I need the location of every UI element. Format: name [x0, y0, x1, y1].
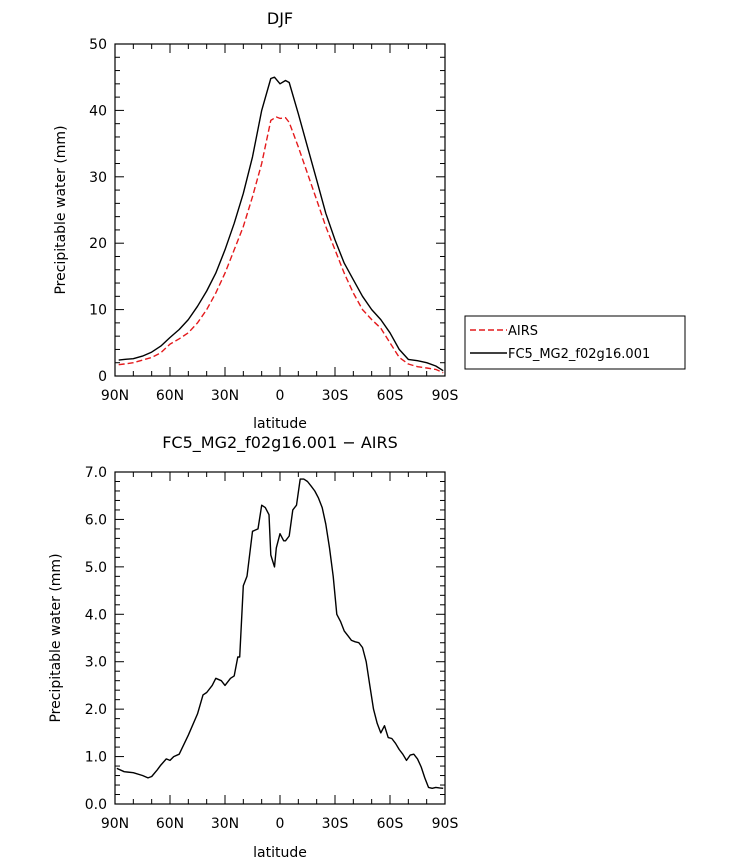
legend-box [464, 315, 686, 370]
bottom-y-tick-label: 4.0 [85, 607, 107, 623]
legend: AIRS FC5_MG2_f02g16.001 [464, 315, 686, 370]
top-y-axis-label: Precipitable water (mm) [53, 125, 69, 294]
bottom-panel: FC5_MG2_f02g16.001 − AIRS 90N 60N 30N 0 30S 6… [48, 433, 458, 861]
bottom-series-line [116, 478, 444, 789]
bottom-x-tick-label: 60N [156, 816, 184, 832]
bottom-y-tick-label: 1.0 [85, 750, 107, 766]
bottom-plot-frame [114, 471, 446, 805]
top-y-tick-label: 50 [89, 37, 107, 53]
bottom-chart-title: FC5_MG2_f02g16.001 − AIRS [162, 433, 398, 453]
top-series-lines [118, 76, 444, 374]
top-x-tick-label: 60N [156, 388, 184, 404]
bottom-series-lines [116, 478, 444, 789]
top-plot-frame [114, 43, 446, 377]
bottom-x-axis-label: latitude [253, 845, 307, 861]
bottom-y-tick-label: 6.0 [85, 512, 107, 528]
bottom-x-tick-label: 30S [322, 816, 349, 832]
bottom-y-tick-label: 7.0 [85, 465, 107, 481]
top-x-tick-label: 30S [322, 388, 349, 404]
bottom-y-tick-label: 5.0 [85, 560, 107, 576]
legend-label-airs: AIRS [508, 324, 538, 339]
top-x-axis-label: latitude [253, 416, 307, 432]
top-y-tick-label: 30 [89, 170, 107, 186]
top-y-tick-label: 0 [98, 369, 107, 385]
top-x-tick-label: 90S [432, 388, 459, 404]
bottom-x-tick-label: 90N [101, 816, 129, 832]
bottom-x-tick-label: 90S [432, 816, 459, 832]
bottom-y-axis-label: Precipitable water (mm) [48, 553, 64, 722]
bottom-x-tick-label: 0 [276, 816, 285, 832]
top-chart-title: DJF [267, 9, 293, 28]
top-x-tick-label: 0 [276, 388, 285, 404]
top-ticks: 90N 60N 30N 0 30S 60S 90S 0 10 20 30 40 50 [89, 37, 458, 404]
top-y-tick-label: 40 [89, 103, 107, 119]
top-y-tick-label: 20 [89, 236, 107, 252]
bottom-x-tick-label: 30N [211, 816, 239, 832]
bottom-y-tick-label: 3.0 [85, 655, 107, 671]
top-series-airs [118, 116, 444, 374]
top-x-tick-label: 90N [101, 388, 129, 404]
top-series-fc5-mg2-f02g16-001 [118, 76, 444, 372]
bottom-y-tick-label: 2.0 [85, 702, 107, 718]
top-x-tick-label: 30N [211, 388, 239, 404]
top-y-tick-label: 10 [89, 303, 107, 319]
legend-label-model: FC5_MG2_f02g16.001 [508, 347, 650, 362]
bottom-x-tick-label: 60S [377, 816, 404, 832]
bottom-ticks: 90N 60N 30N 0 30S 60S 90S 0.0 1.0 2.0 3.0 4.0 5.0 6.0… [85, 465, 459, 832]
top-panel: DJF 90N 60N 30N 0 30S 60S 90S 0 10 20 30 40 50 latit… [53, 9, 686, 432]
bottom-y-tick-label: 0.0 [85, 797, 107, 813]
top-x-tick-label: 60S [377, 388, 404, 404]
